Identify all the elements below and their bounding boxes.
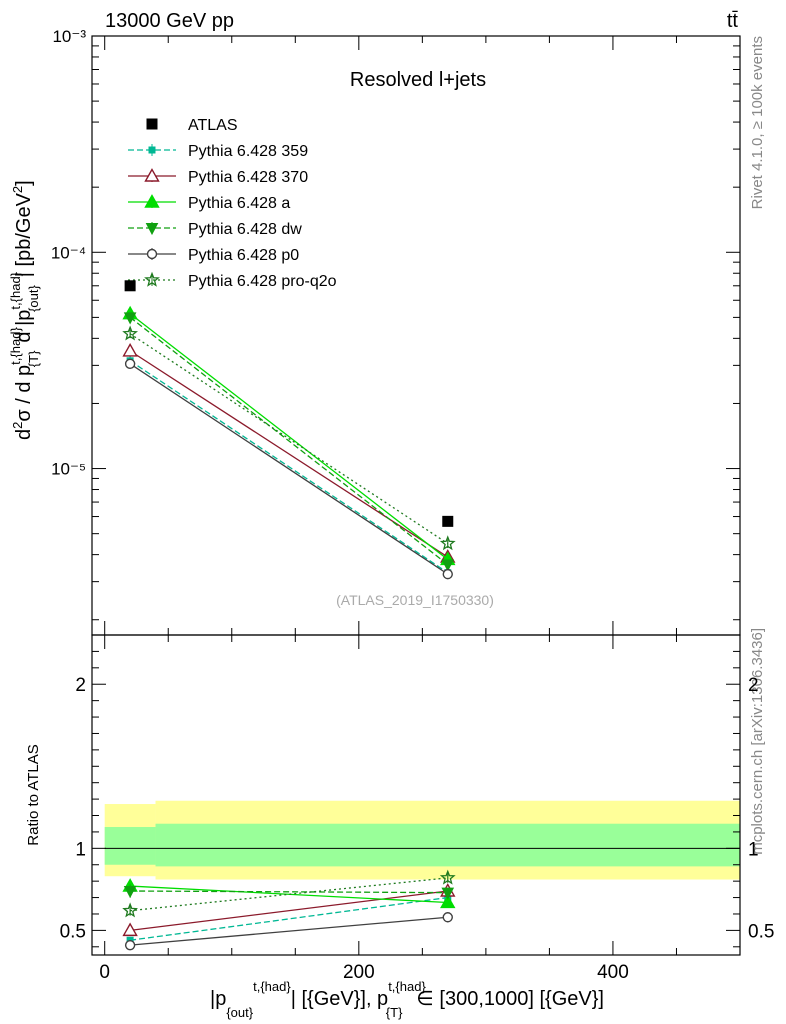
atlas-point bbox=[442, 515, 454, 527]
series-line bbox=[129, 350, 449, 558]
legend-entry: Pythia 6.428 p0 bbox=[128, 247, 299, 264]
process-label: tt̄ bbox=[727, 10, 739, 32]
uncertainty-band-inner bbox=[104, 827, 156, 865]
main-y-tick-label: 10⁻⁵ bbox=[51, 460, 86, 479]
legend-marker bbox=[145, 223, 159, 236]
ratio-y-tick-label-right: 1 bbox=[748, 839, 759, 860]
ratio-y-tick-label: 0.5 bbox=[60, 921, 86, 942]
data-point bbox=[124, 358, 136, 370]
legend-entry: Pythia 6.428 pro-q2o bbox=[128, 271, 337, 290]
legend-entry: Pythia 6.428 359 bbox=[128, 143, 308, 160]
series-line bbox=[129, 313, 449, 560]
x-tick-label: 400 bbox=[597, 962, 629, 983]
legend-marker bbox=[144, 271, 160, 287]
ratio-y-axis-label: Ratio to ATLAS bbox=[25, 744, 42, 845]
legend-marker bbox=[148, 146, 156, 154]
series-pythia-6-428-dw-ratio bbox=[123, 884, 455, 900]
atlas-point bbox=[124, 280, 136, 292]
legend-marker bbox=[146, 118, 158, 130]
energy-label: 13000 GeV pp bbox=[105, 10, 234, 32]
series-line bbox=[129, 316, 449, 566]
main-y-axis-label: d2σ / d pt,{had} {T}d |pt,{had} {out}| [pb… bbox=[8, 180, 41, 440]
data-point bbox=[442, 568, 453, 580]
svg-text:d2σ / d pt,{had}{T}d |pt,{had}: d2σ / d pt,{had} {T}d |pt,{had} {out}| [pb… bbox=[8, 180, 41, 440]
data-point bbox=[439, 535, 456, 551]
series-pythia-6-428-pro-q2o bbox=[122, 325, 456, 551]
uncertainty-band-inner bbox=[155, 823, 740, 867]
ratio-point bbox=[123, 886, 137, 899]
ratio-point bbox=[124, 939, 136, 951]
legend-entry: ATLAS bbox=[146, 117, 238, 134]
series-pythia-6-428-pro-q2o-ratio bbox=[122, 869, 456, 918]
x-tick-label: 200 bbox=[343, 962, 375, 983]
series-pythia-6-428-a-ratio bbox=[122, 878, 456, 909]
ratio-point bbox=[442, 912, 453, 923]
series-pythia-6-428-p0 bbox=[124, 358, 453, 580]
ratio-point bbox=[122, 922, 138, 937]
legend-marker bbox=[144, 168, 160, 182]
ratio-line bbox=[130, 885, 448, 904]
legend-entry: Pythia 6.428 370 bbox=[128, 168, 308, 186]
svg-text:|p{out}t,{had}| [{GeV}], pt,{h: |p{out}t,{had}| [{GeV}], pt,{had} {T}∈ [3… bbox=[210, 979, 604, 1020]
main-y-tick-label: 10⁻³ bbox=[52, 27, 86, 46]
data-point bbox=[441, 559, 455, 572]
series-pythia-6-428-a bbox=[122, 305, 456, 566]
ratio-line bbox=[130, 890, 448, 894]
series-pythia-6-428-359-ratio bbox=[126, 894, 452, 944]
legend-label: Pythia 6.428 359 bbox=[188, 143, 308, 160]
series-pythia-6-428-p0-ratio bbox=[124, 912, 453, 951]
series-pythia-6-428-370 bbox=[122, 342, 456, 563]
ratio-y-tick-label-right: 0.5 bbox=[748, 921, 774, 942]
series-pythia-6-428-dw bbox=[123, 312, 455, 572]
legend-label: ATLAS bbox=[188, 117, 238, 134]
legend-entry: Pythia 6.428 dw bbox=[128, 221, 302, 238]
series-line bbox=[129, 363, 449, 575]
ratio-series bbox=[122, 869, 456, 951]
series-line bbox=[129, 360, 449, 574]
ratio-line bbox=[130, 916, 448, 946]
rivet-label: Rivet 4.1.0, ≥ 100k events bbox=[749, 36, 766, 209]
legend-label: Pythia 6.428 p0 bbox=[188, 247, 299, 264]
legend-label: Pythia 6.428 dw bbox=[188, 221, 302, 238]
ratio-bands bbox=[104, 800, 740, 880]
legend-entry: Pythia 6.428 a bbox=[128, 194, 290, 212]
legend: ATLAS Pythia 6.428 359 Pythia 6.428 370 Pyt… bbox=[128, 117, 337, 290]
ratio-y-tick-label-right: 2 bbox=[748, 675, 759, 696]
x-tick-label: 0 bbox=[99, 962, 110, 983]
main-series bbox=[122, 280, 456, 580]
ratio-y-tick-label: 2 bbox=[75, 675, 86, 696]
data-point bbox=[122, 342, 138, 357]
ratio-point bbox=[441, 887, 455, 900]
main-y-tick-label: 10⁻⁴ bbox=[51, 243, 86, 262]
legend-marker bbox=[146, 248, 158, 260]
data-point bbox=[122, 325, 139, 341]
series-line bbox=[129, 333, 449, 545]
ratio-point bbox=[439, 869, 456, 885]
source-label: mcplots.cern.ch [arXiv:1306.3436] bbox=[749, 628, 766, 855]
legend-label: Pythia 6.428 370 bbox=[188, 169, 308, 186]
legend-label: Pythia 6.428 pro-q2o bbox=[188, 273, 337, 290]
ratio-axes: 0.5 0.5 1 1 2 2 0 200 400 bbox=[60, 635, 774, 983]
legend-label: Pythia 6.428 a bbox=[188, 195, 290, 212]
x-axis-label: |p{out}t,{had}| [{GeV}], pt,{had} {T}∈ [3… bbox=[210, 979, 604, 1020]
legend-marker bbox=[144, 194, 160, 208]
ratio-point bbox=[122, 902, 139, 918]
series-atlas bbox=[124, 280, 454, 527]
data-point bbox=[123, 312, 137, 325]
ratio-y-tick-label: 1 bbox=[75, 839, 86, 860]
ratio-point bbox=[440, 894, 456, 909]
analysis-label: (ATLAS_2019_I1750330) bbox=[336, 592, 494, 608]
ratio-line bbox=[130, 890, 448, 932]
plot-title: Resolved l+jets bbox=[350, 69, 486, 91]
main-axes: 10⁻³ 10⁻⁴ 10⁻⁵ bbox=[51, 27, 741, 635]
ratio-line bbox=[130, 896, 448, 941]
ratio-panel-frame bbox=[91, 634, 741, 956]
ratio-line bbox=[130, 877, 448, 912]
